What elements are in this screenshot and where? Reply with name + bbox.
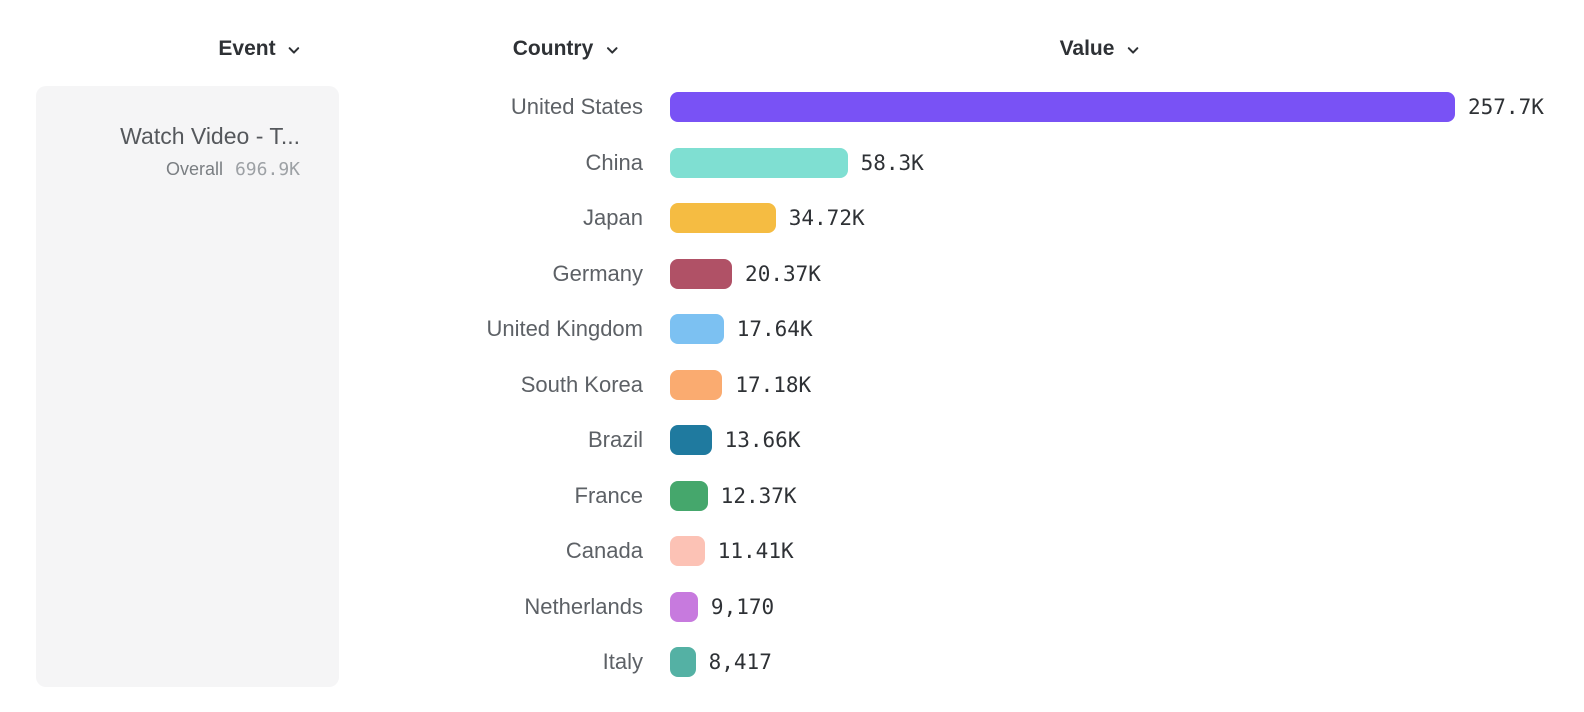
table-row: Brazil 13.66K: [0, 425, 1584, 455]
chart-rows: United States 257.7K China 58.3K Japan 3…: [0, 92, 1584, 703]
table-row: Germany 20.37K: [0, 258, 1584, 289]
value-label: 13.66K: [724, 428, 801, 452]
value-bar[interactable]: [670, 203, 776, 233]
value-label: 17.18K: [735, 372, 812, 397]
table-row: United States 257.7K: [0, 92, 1584, 122]
value-bar[interactable]: [670, 647, 696, 677]
value-label: 11.41K: [717, 539, 794, 563]
value-bar[interactable]: [670, 314, 724, 344]
table-row: South Korea 17.18K: [0, 369, 1584, 400]
country-label: Japan: [583, 205, 643, 230]
metric-label: Overall: [165, 158, 223, 179]
table-row: China 58.3K: [0, 147, 1584, 178]
value-label: 58.3K: [860, 150, 924, 175]
event-panel: Watch Video - T... Overall 696.9K: [36, 86, 339, 687]
chevron-down-icon: [287, 43, 302, 58]
value-bar[interactable]: [670, 536, 705, 566]
value-label: 257.7K: [1468, 95, 1544, 119]
chevron-down-icon: [1125, 43, 1140, 58]
country-label: United Kingdom: [486, 316, 643, 341]
column-header-value[interactable]: Value: [1060, 33, 1141, 65]
country-label: Brazil: [587, 427, 643, 452]
chevron-down-icon: [604, 43, 619, 58]
country-label: Netherlands: [524, 593, 643, 619]
value-bar[interactable]: [670, 369, 723, 400]
value-label: 9,170: [710, 594, 775, 619]
country-label: Germany: [552, 260, 643, 286]
value-bar[interactable]: [670, 92, 1455, 122]
event-metric: Overall 696.9K: [46, 159, 300, 180]
table-row: France 12.37K: [0, 480, 1584, 511]
value-label: 34.72K: [788, 206, 865, 230]
event-cell[interactable]: Watch Video - T... Overall 696.9K: [36, 86, 339, 180]
value-label: 12.37K: [720, 483, 797, 508]
country-label: China: [585, 149, 643, 175]
column-header-country[interactable]: Country: [513, 33, 620, 65]
metric-value: 696.9K: [234, 158, 300, 180]
value-bar[interactable]: [670, 147, 848, 178]
table-row: Canada 11.41K: [0, 536, 1584, 566]
value-bar[interactable]: [670, 425, 712, 455]
value-label: 8,417: [708, 650, 772, 674]
column-header-event-label: Event: [218, 37, 276, 60]
country-label: United States: [510, 94, 643, 119]
value-bar[interactable]: [670, 591, 698, 622]
value-label: 17.64K: [736, 317, 813, 341]
country-label: Canada: [565, 538, 643, 563]
value-bar[interactable]: [670, 480, 708, 511]
country-label: France: [574, 482, 643, 508]
country-label: South Korea: [520, 371, 643, 397]
country-label: Italy: [602, 649, 643, 674]
column-header-value-label: Value: [1059, 37, 1115, 60]
event-name: Watch Video - T...: [120, 123, 300, 149]
table-row: Japan 34.72K: [0, 203, 1584, 233]
column-header-event[interactable]: Event: [218, 33, 301, 65]
value-label: 20.37K: [745, 261, 821, 286]
table-row: Italy 8,417: [0, 647, 1584, 677]
table-row: Netherlands 9,170: [0, 591, 1584, 622]
table-row: United Kingdom 17.64K: [0, 314, 1584, 344]
value-bar[interactable]: [670, 258, 733, 289]
column-header-country-label: Country: [512, 37, 594, 60]
